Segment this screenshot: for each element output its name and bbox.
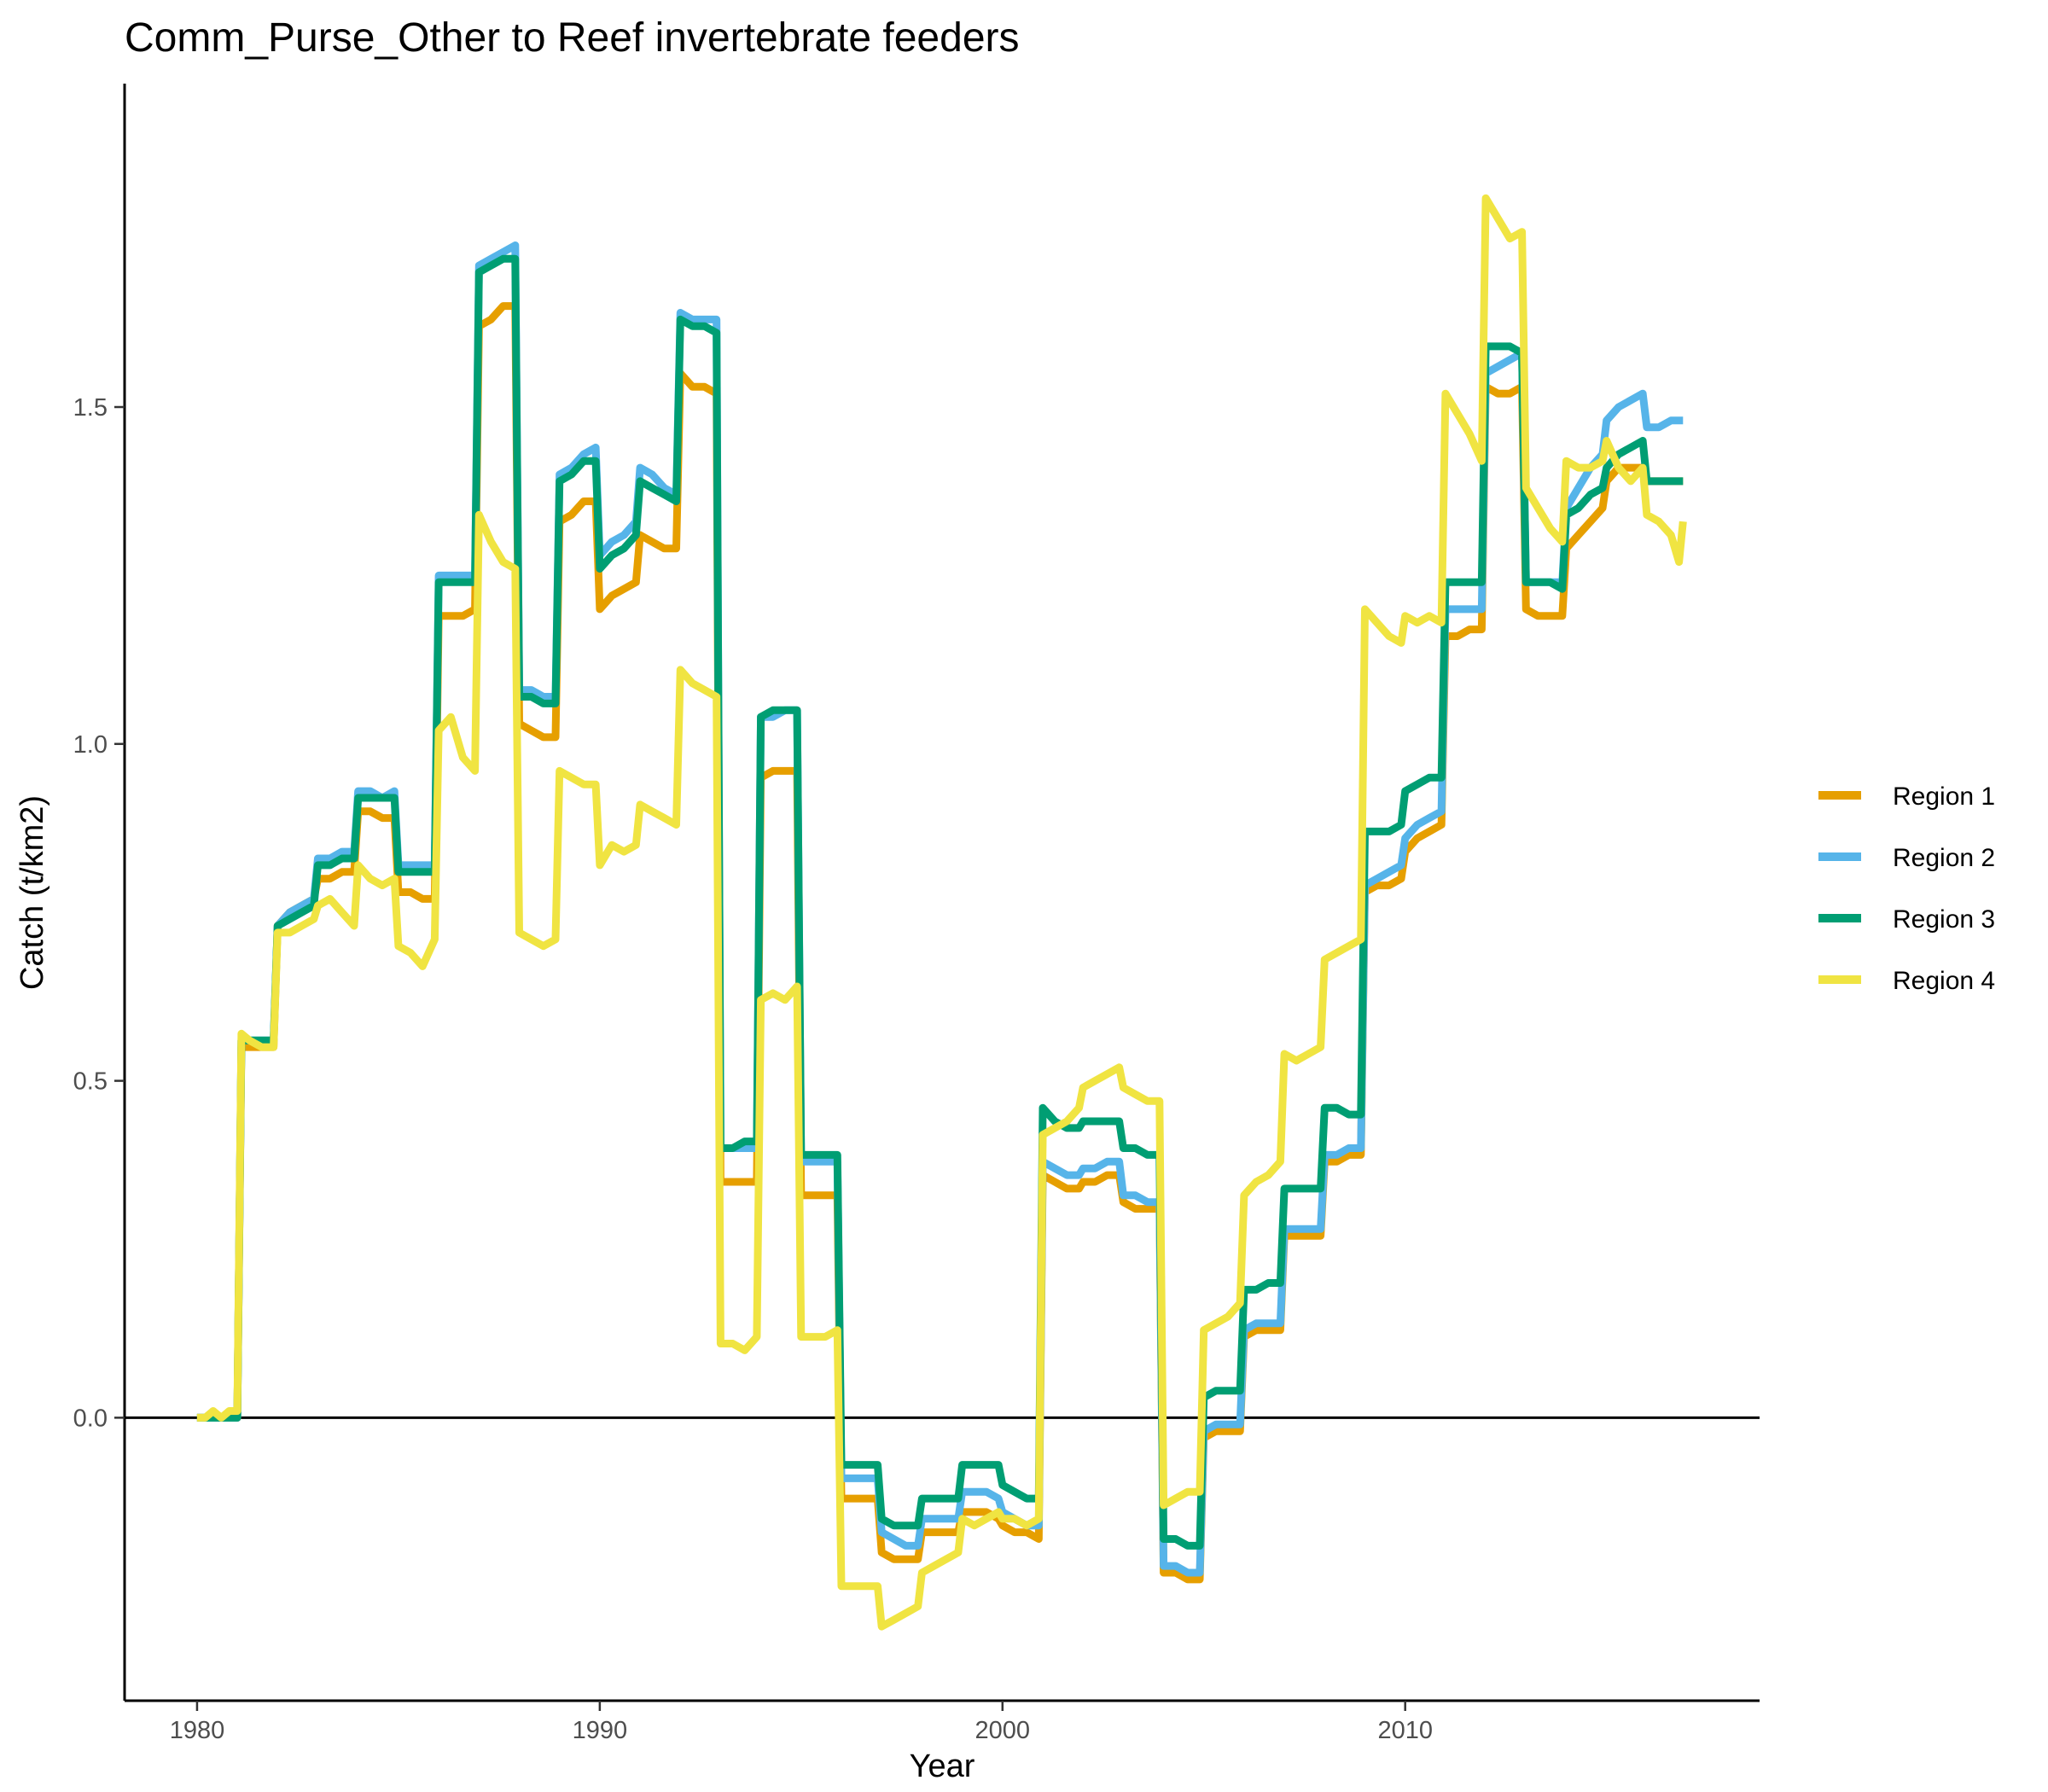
chart-title: Comm_Purse_Other to Reef invertebrate fe… — [125, 15, 1020, 61]
legend-label-region-1: Region 1 — [1893, 783, 1995, 811]
y-tick-label: 0.0 — [73, 1405, 108, 1432]
x-tick-label: 2010 — [1377, 1717, 1433, 1744]
legend-label-region-2: Region 2 — [1893, 844, 1995, 872]
y-tick-label: 1.0 — [73, 731, 108, 759]
x-tick-label: 1980 — [170, 1717, 225, 1744]
legend-label-region-4: Region 4 — [1893, 967, 1995, 995]
legend: Region 1 Region 2 Region 3 Region 4 — [1818, 783, 1995, 995]
plot-area — [123, 84, 1760, 1702]
legend-label-region-3: Region 3 — [1893, 905, 1995, 934]
series-group — [196, 194, 1687, 1631]
x-axis-title: Year — [910, 1748, 975, 1784]
y-axis-title: Catch (t/km2) — [15, 795, 50, 990]
series-line-region-4 — [196, 194, 1687, 1631]
x-tick-label: 1990 — [573, 1717, 628, 1744]
y-tick-label: 1.5 — [73, 394, 108, 422]
y-tick-label: 0.5 — [73, 1068, 108, 1096]
x-tick-label: 2000 — [975, 1717, 1031, 1744]
x-axis-ticks: 1980 1990 2000 2010 — [170, 1701, 1433, 1744]
y-axis-ticks: 0.0 0.5 1.0 1.5 — [73, 394, 125, 1432]
